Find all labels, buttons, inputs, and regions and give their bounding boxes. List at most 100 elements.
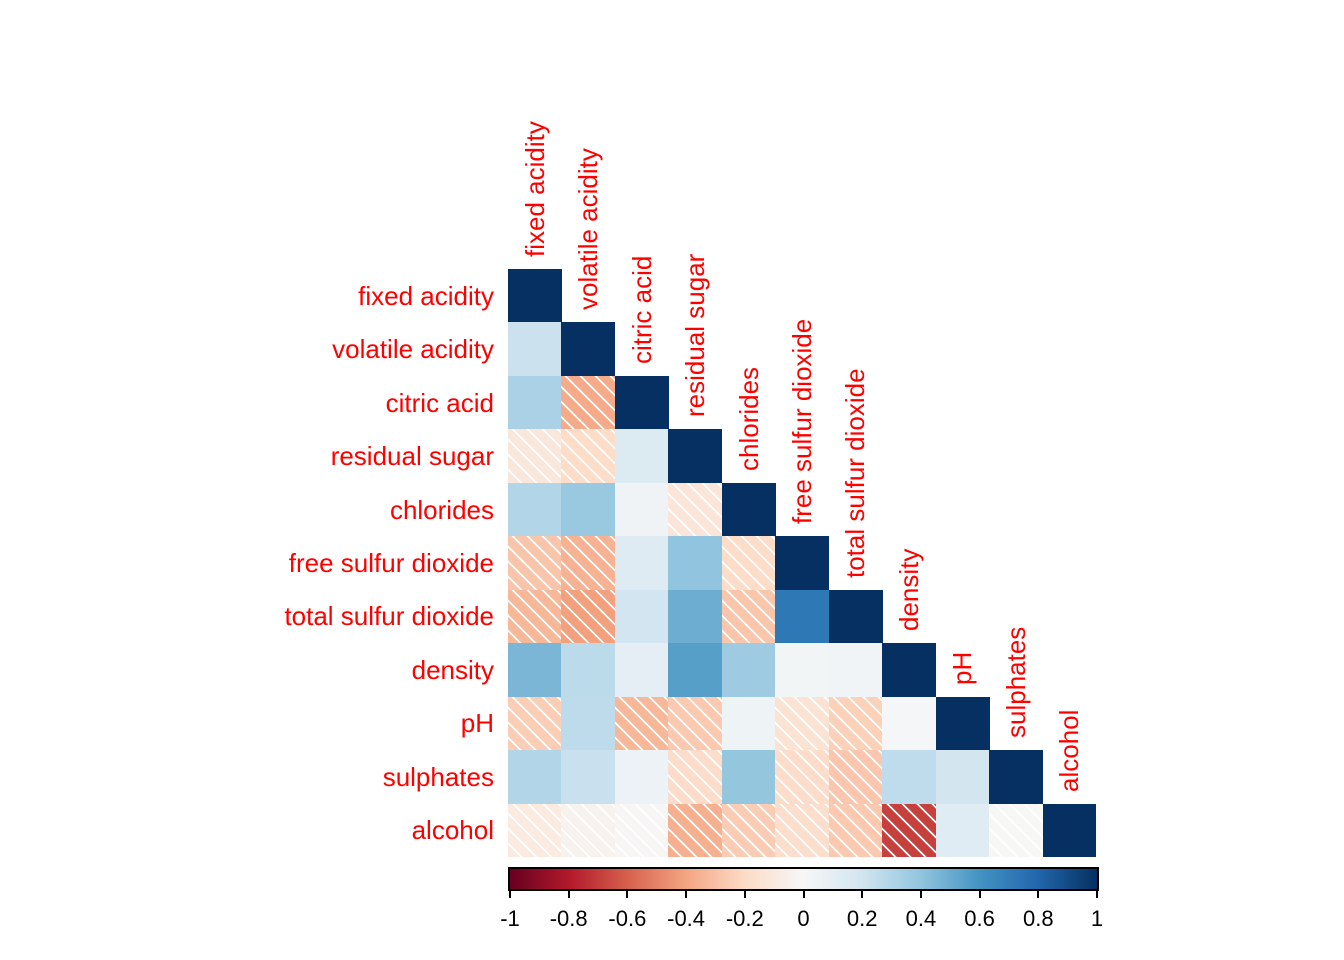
corr-cell-residual-sugar--volatile-acidity xyxy=(561,429,616,484)
corr-cell-alcohol--free-sulfur-dioxide xyxy=(775,803,830,858)
colorbar-tick-0.2 xyxy=(861,891,864,898)
row-label-fixed-acidity: fixed acidity xyxy=(358,280,494,311)
colorbar-tick-0.4 xyxy=(919,891,922,898)
colorbar-tick-label--0.8: -0.8 xyxy=(549,906,588,931)
corr-cell-total-sulfur-dioxide--total-sulfur-dioxide xyxy=(828,589,883,644)
corr-cell-sulphates--sulphates xyxy=(989,750,1043,804)
col-label-citric-acid: citric acid xyxy=(626,255,657,364)
corr-cell-free-sulfur-dioxide--volatile-acidity xyxy=(561,536,616,591)
row-label-density: density xyxy=(411,654,494,685)
colorbar-tick-label--0.4: -0.4 xyxy=(667,906,706,931)
corr-cell-free-sulfur-dioxide--chlorides xyxy=(721,536,776,591)
corr-cell-sulphates--residual-sugar xyxy=(668,750,723,804)
corr-cell-alcohol--residual-sugar xyxy=(668,803,723,858)
corr-cell-alcohol--pH xyxy=(935,803,990,858)
col-label-chlorides: chlorides xyxy=(733,366,764,471)
corr-cell-density--total-sulfur-dioxide xyxy=(828,643,883,698)
corr-cell-alcohol--fixed-acidity xyxy=(508,803,562,858)
corr-cell-alcohol--alcohol xyxy=(1042,803,1097,858)
corr-cell-pH--pH xyxy=(935,696,990,751)
col-label-sulphates: sulphates xyxy=(1000,626,1031,739)
colorbar-tick--1 xyxy=(509,891,511,898)
corr-cell-total-sulfur-dioxide--free-sulfur-dioxide xyxy=(775,589,830,644)
corr-cell-sulphates--total-sulfur-dioxide xyxy=(828,750,883,804)
colorbar-tick-label-0.6: 0.6 xyxy=(964,906,995,931)
colorbar-tick--0.2 xyxy=(743,891,746,898)
corr-cell-chlorides--citric-acid xyxy=(614,482,669,537)
corr-cell-pH--free-sulfur-dioxide xyxy=(775,696,830,751)
colorbar-tick-label-0.4: 0.4 xyxy=(905,906,937,931)
corr-cell-chlorides--volatile-acidity xyxy=(561,482,616,537)
colorbar-tick--0.6 xyxy=(626,891,629,898)
corr-cell-pH--citric-acid xyxy=(614,696,669,751)
colorbar-tick-label--0.2: -0.2 xyxy=(725,906,764,931)
corr-cell-alcohol--total-sulfur-dioxide xyxy=(828,803,883,858)
corr-cell-density--citric-acid xyxy=(614,643,669,698)
corr-cell-free-sulfur-dioxide--fixed-acidity xyxy=(508,536,562,591)
corr-cell-chlorides--chlorides xyxy=(721,482,776,537)
corr-cell-sulphates--fixed-acidity xyxy=(508,750,562,804)
colorbar-tick-1 xyxy=(1096,891,1098,898)
col-label-total-sulfur-dioxide: total sulfur dioxide xyxy=(840,368,871,578)
corr-cell-density--fixed-acidity xyxy=(508,643,562,698)
corr-cell-total-sulfur-dioxide--chlorides xyxy=(721,589,776,644)
col-label-fixed-acidity: fixed acidity xyxy=(519,121,550,257)
corr-cell-alcohol--density xyxy=(882,803,937,858)
row-label-total-sulfur-dioxide: total sulfur dioxide xyxy=(284,601,494,632)
corr-cell-citric-acid--volatile-acidity xyxy=(561,375,616,430)
colorbar-tick-label-0: 0 xyxy=(797,906,810,931)
corr-cell-density--volatile-acidity xyxy=(561,643,616,698)
col-label-density: density xyxy=(893,548,924,632)
colorbar-tick-label-0.8: 0.8 xyxy=(1023,906,1054,931)
row-label-citric-acid: citric acid xyxy=(385,387,494,418)
row-label-chlorides: chlorides xyxy=(389,494,494,525)
corr-cell-chlorides--residual-sugar xyxy=(668,482,723,537)
corr-cell-alcohol--citric-acid xyxy=(614,803,669,858)
row-label-volatile-acidity: volatile acidity xyxy=(332,334,494,365)
colorbar-tick-label--0.6: -0.6 xyxy=(608,906,647,931)
corr-cell-residual-sugar--citric-acid xyxy=(614,429,669,484)
corr-cell-free-sulfur-dioxide--citric-acid xyxy=(614,536,669,591)
corr-cell-citric-acid--fixed-acidity xyxy=(508,375,562,430)
colorbar-tick-0.6 xyxy=(978,891,981,898)
corr-cell-pH--density xyxy=(882,696,937,751)
col-label-pH: pH xyxy=(947,651,978,685)
corr-cell-alcohol--chlorides xyxy=(721,803,776,858)
corr-cell-alcohol--sulphates xyxy=(989,803,1043,858)
colorbar-tick--0.4 xyxy=(685,891,688,898)
colorbar-tick-0 xyxy=(802,891,805,898)
col-label-alcohol: alcohol xyxy=(1054,709,1085,792)
corr-cell-density--chlorides xyxy=(721,643,776,698)
row-label-residual-sugar: residual sugar xyxy=(330,441,494,472)
corr-cell-total-sulfur-dioxide--fixed-acidity xyxy=(508,589,562,644)
colorbar-tick-label--1: -1 xyxy=(500,906,520,931)
colorbar-tick-label-0.2: 0.2 xyxy=(846,906,878,931)
col-label-residual-sugar: residual sugar xyxy=(680,254,711,418)
corr-cell-volatile-acidity--volatile-acidity xyxy=(561,322,616,377)
colorbar-tick-0.8 xyxy=(1037,891,1040,898)
row-label-free-sulfur-dioxide: free sulfur dioxide xyxy=(288,547,494,578)
corr-cell-residual-sugar--residual-sugar xyxy=(668,429,723,484)
corr-cell-residual-sugar--fixed-acidity xyxy=(508,429,562,484)
corr-cell-fixed-acidity--fixed-acidity xyxy=(508,269,562,323)
corr-cell-pH--total-sulfur-dioxide xyxy=(828,696,883,751)
corr-cell-sulphates--density xyxy=(882,750,937,804)
corr-cell-sulphates--free-sulfur-dioxide xyxy=(775,750,830,804)
corr-cell-sulphates--chlorides xyxy=(721,750,776,804)
corr-cell-pH--chlorides xyxy=(721,696,776,751)
corr-cell-total-sulfur-dioxide--residual-sugar xyxy=(668,589,723,644)
corr-cell-density--residual-sugar xyxy=(668,643,723,698)
row-label-alcohol: alcohol xyxy=(411,815,494,846)
corr-cell-sulphates--pH xyxy=(935,750,990,804)
corr-cell-citric-acid--citric-acid xyxy=(614,375,669,430)
corr-cell-free-sulfur-dioxide--residual-sugar xyxy=(668,536,723,591)
corr-cell-chlorides--fixed-acidity xyxy=(508,482,562,537)
corr-cell-density--free-sulfur-dioxide xyxy=(775,643,830,698)
col-label-volatile-acidity: volatile acidity xyxy=(573,148,604,311)
corr-cell-pH--residual-sugar xyxy=(668,696,723,751)
corr-cell-volatile-acidity--fixed-acidity xyxy=(508,322,562,377)
corr-cell-pH--fixed-acidity xyxy=(508,696,562,751)
corr-cell-sulphates--citric-acid xyxy=(614,750,669,804)
row-label-pH: pH xyxy=(460,708,494,739)
